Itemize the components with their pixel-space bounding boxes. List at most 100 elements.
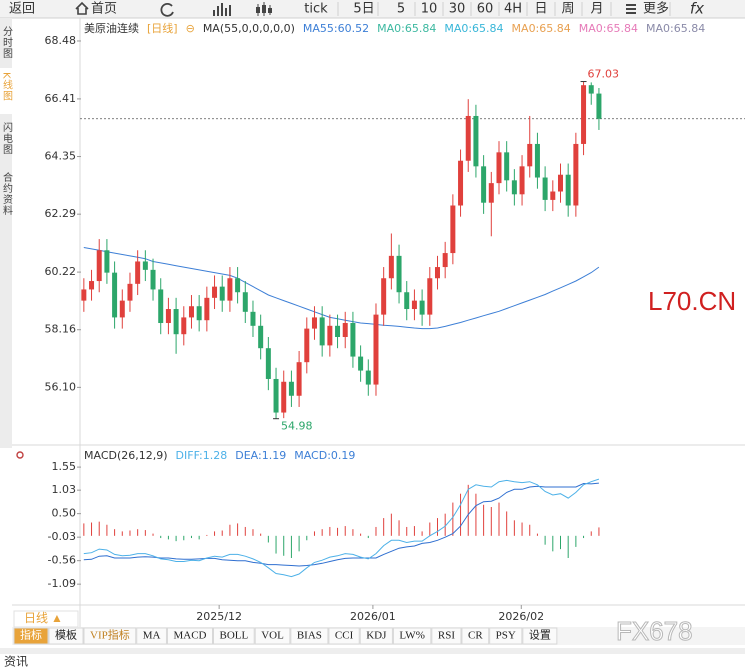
y-tick-label: 58.16 bbox=[45, 323, 77, 336]
candle-body bbox=[465, 115, 471, 161]
legend-entry: MA0:65.84 bbox=[377, 22, 436, 35]
candle-body bbox=[219, 286, 225, 301]
legend-entry: MACD:0.19 bbox=[294, 449, 355, 462]
legend-entry: [日线] bbox=[147, 21, 178, 35]
candle-body bbox=[588, 85, 594, 94]
side-tab[interactable]: 分时图 bbox=[1, 26, 13, 59]
indicator-tab[interactable]: 模板 bbox=[55, 628, 77, 642]
indicator-tab-box[interactable] bbox=[212, 627, 255, 645]
indicator-tab-box[interactable] bbox=[166, 627, 213, 645]
indicator-tab-box[interactable] bbox=[328, 627, 360, 645]
candle-body bbox=[296, 362, 302, 396]
indicator-tab[interactable]: MA bbox=[143, 630, 161, 642]
footer-tab[interactable]: 资讯 bbox=[4, 655, 28, 668]
indicator-tab[interactable]: 设置 bbox=[529, 629, 551, 642]
indicator-tab[interactable]: PSY bbox=[496, 630, 516, 642]
period-button[interactable]: 日线 ▲ bbox=[24, 611, 63, 625]
ma55-line bbox=[83, 247, 600, 330]
toolbar-button[interactable]: 5 bbox=[397, 2, 405, 17]
watermark: L70.CN bbox=[648, 286, 736, 316]
candle-body bbox=[104, 250, 110, 273]
diff-line bbox=[83, 478, 600, 578]
toolbar-button[interactable]: 10 bbox=[421, 2, 438, 17]
indicator-tab[interactable]: CR bbox=[468, 630, 483, 642]
y-tick-label: 68.48 bbox=[45, 34, 77, 47]
indicator-tab[interactable]: KDJ bbox=[366, 630, 387, 642]
candle-body bbox=[342, 323, 348, 338]
candle-body bbox=[427, 278, 433, 315]
toolbar-button[interactable]: 更多 bbox=[643, 1, 669, 17]
candle-body bbox=[142, 261, 148, 270]
settings-icon[interactable] bbox=[16, 451, 24, 459]
candle-body bbox=[265, 348, 271, 379]
candle-body bbox=[158, 289, 164, 324]
indicator-tab-box[interactable] bbox=[48, 627, 84, 645]
toolbar-button[interactable]: 返回 bbox=[9, 2, 35, 17]
candle-body bbox=[204, 297, 210, 321]
candle-body bbox=[212, 286, 218, 298]
indicator-tab[interactable]: BIAS bbox=[297, 630, 322, 642]
footer-strip bbox=[0, 648, 745, 654]
indicator-tab[interactable]: RSI bbox=[438, 630, 455, 642]
candle-body bbox=[327, 325, 333, 346]
indicator-tab-box[interactable] bbox=[254, 627, 291, 645]
candle-body bbox=[565, 174, 571, 206]
y-tick-label: 56.10 bbox=[45, 380, 77, 393]
side-tab[interactable]: 合约资料 bbox=[1, 171, 13, 216]
candle-body bbox=[488, 183, 494, 203]
candle-body bbox=[542, 177, 548, 200]
y-tick-label: 0.50 bbox=[52, 507, 77, 520]
y-tick-label: 66.41 bbox=[45, 92, 77, 105]
toolbar-button[interactable]: fx bbox=[690, 0, 704, 18]
indicator-tab[interactable]: MACD bbox=[173, 630, 206, 642]
indicator-tab[interactable]: CCI bbox=[335, 630, 354, 642]
indicator-tab[interactable]: VOL bbox=[261, 630, 284, 642]
y-tick-label: 1.03 bbox=[52, 483, 77, 496]
candle-body bbox=[304, 328, 310, 363]
toolbar-button[interactable]: 月 bbox=[590, 2, 603, 17]
toolbar-button[interactable]: 首页 bbox=[91, 2, 117, 17]
toolbar-button[interactable]: 30 bbox=[449, 2, 466, 17]
indicator-tab-box[interactable] bbox=[290, 627, 329, 645]
candle-body bbox=[411, 300, 417, 310]
candle-body bbox=[581, 85, 587, 144]
toolbar-button[interactable]: 4H bbox=[504, 2, 522, 17]
indicator-tab-box[interactable] bbox=[83, 627, 137, 645]
indicator-tab-box[interactable] bbox=[136, 627, 167, 645]
x-tick-label: 2025/12 bbox=[196, 610, 242, 623]
toolbar-button[interactable]: 60 bbox=[477, 2, 494, 17]
toolbar-button[interactable]: tick bbox=[304, 2, 328, 17]
candle-body bbox=[358, 356, 364, 371]
refresh-icon bbox=[160, 2, 174, 17]
candle-body bbox=[150, 269, 156, 290]
toolbar-button[interactable]: 周 bbox=[561, 2, 574, 17]
indicator-tab[interactable]: VIP指标 bbox=[90, 628, 130, 642]
legend-entry: MA0:65.84 bbox=[579, 22, 638, 35]
candle-body bbox=[534, 143, 540, 178]
indicator-tab[interactable]: LW% bbox=[399, 630, 424, 642]
candle-body bbox=[550, 191, 556, 200]
candle-body bbox=[235, 278, 241, 293]
indicator-tab-box[interactable] bbox=[461, 627, 490, 645]
indicator-tab-box[interactable] bbox=[392, 627, 432, 645]
dea-line bbox=[83, 482, 599, 567]
indicator-tab-box[interactable] bbox=[489, 627, 523, 645]
indicator-tab[interactable]: BOLL bbox=[219, 630, 248, 642]
indicator-tab-box[interactable] bbox=[13, 627, 49, 645]
toolbar-button[interactable]: 日 bbox=[534, 2, 547, 17]
indicator-tab[interactable]: 指标 bbox=[20, 628, 42, 642]
candle-body bbox=[496, 152, 502, 184]
candle-body bbox=[519, 166, 525, 195]
side-tab[interactable]: 闪电图 bbox=[1, 121, 13, 155]
candle-body bbox=[473, 115, 479, 167]
legend-entry: 美原油连续 bbox=[84, 21, 139, 35]
max-marker-label: 67.03 bbox=[588, 68, 620, 81]
indicator-tab-box[interactable] bbox=[431, 627, 462, 645]
candle-body bbox=[557, 174, 563, 192]
candle-body bbox=[81, 289, 87, 301]
toolbar-button[interactable]: 5日 bbox=[353, 2, 374, 17]
indicator-tab-box[interactable] bbox=[522, 627, 558, 645]
y-tick-label: 64.35 bbox=[45, 150, 77, 163]
side-tab[interactable]: K线图 bbox=[1, 72, 13, 102]
indicator-tab-box[interactable] bbox=[359, 627, 393, 645]
